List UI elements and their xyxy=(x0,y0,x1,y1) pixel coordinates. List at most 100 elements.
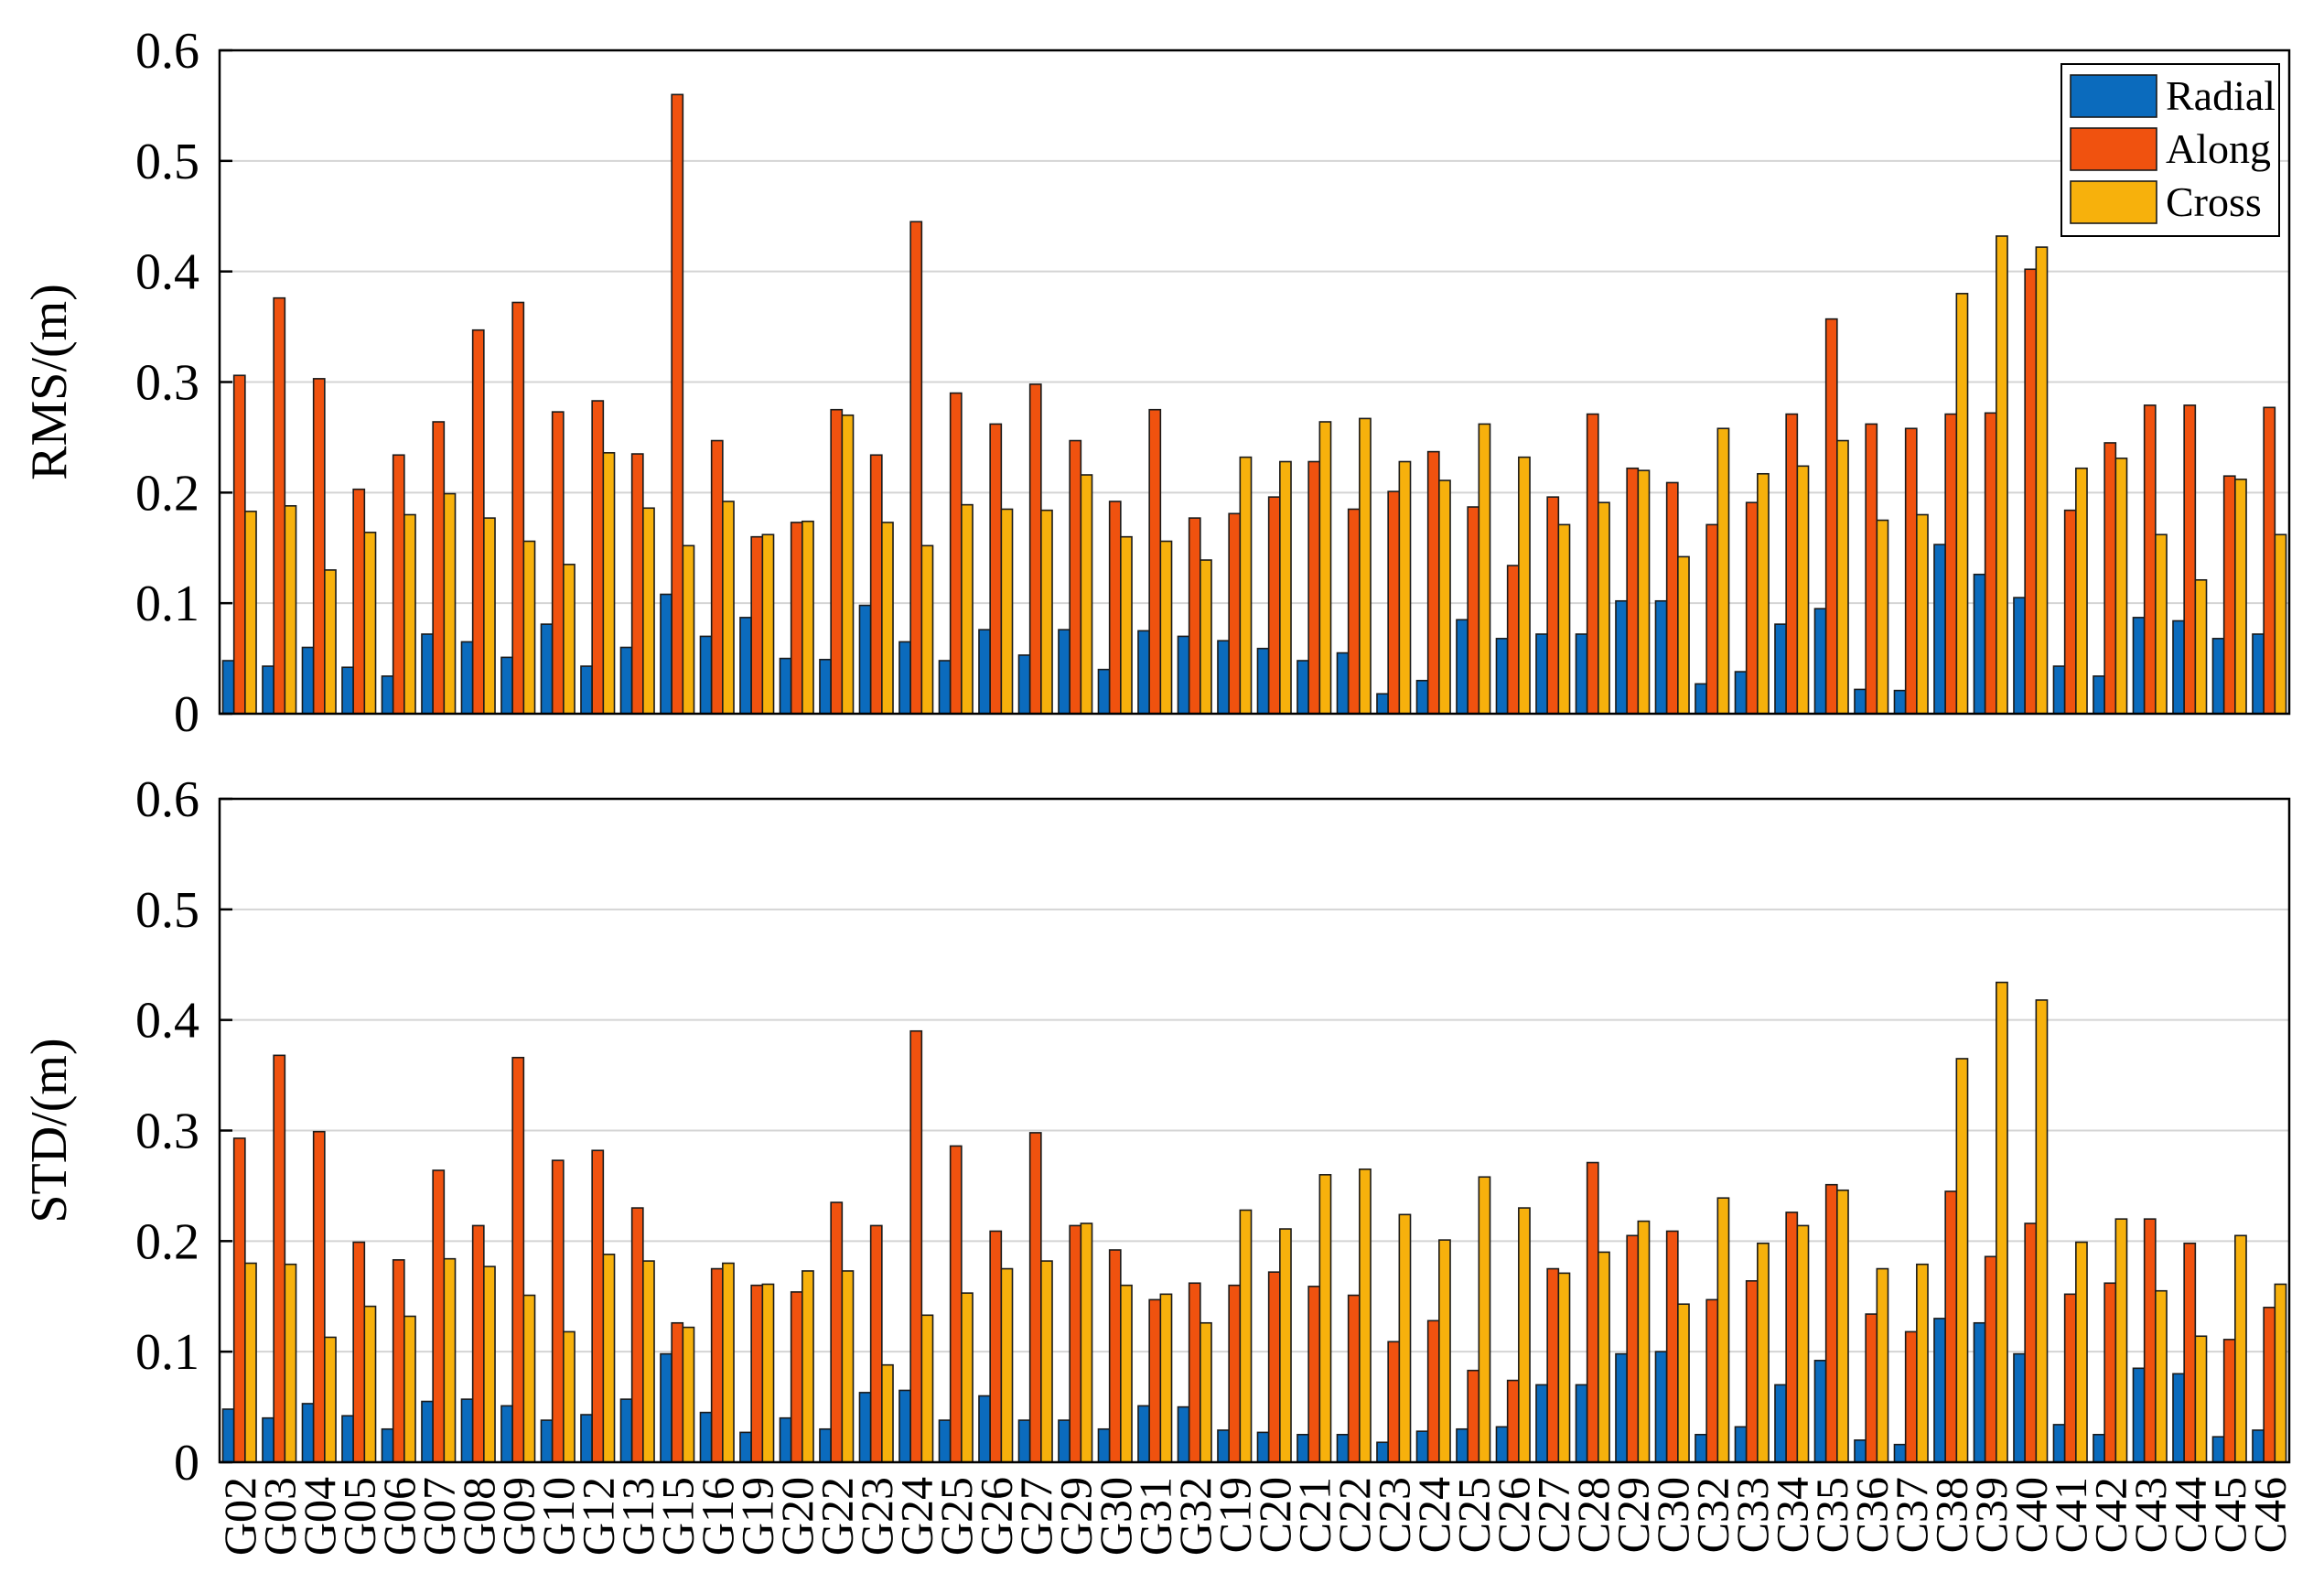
x-tick-label-g27: G27 xyxy=(1010,1477,1061,1556)
rms-bar-cross-g24 xyxy=(920,544,934,715)
rms-bar-radial-c36 xyxy=(1854,688,1867,715)
x-tick-label-c39: C39 xyxy=(1965,1477,2017,1553)
std-bar-along-g15 xyxy=(671,1321,684,1463)
std-bar-along-c21 xyxy=(1307,1286,1321,1463)
std-x-tick-labels: G02G03G04G05G06G07G08G09G10G12G13G15G16G… xyxy=(214,1477,2296,1556)
std-bar-radial-g16 xyxy=(699,1411,713,1463)
std-bar-cross-c45 xyxy=(2234,1234,2247,1463)
rms-bar-cross-c29 xyxy=(1637,469,1651,715)
rms-bar-cross-c33 xyxy=(1757,472,1770,715)
std-bar-along-c32 xyxy=(1705,1298,1719,1463)
legend-label-along: Along xyxy=(2166,125,2271,172)
rms-bar-along-g25 xyxy=(949,392,963,715)
x-tick-label-c29: C29 xyxy=(1607,1477,1658,1553)
std-bar-along-g16 xyxy=(710,1267,724,1463)
std-bar-cross-c42 xyxy=(2114,1218,2128,1463)
rms-bar-along-g04 xyxy=(312,378,326,715)
rms-bar-along-g13 xyxy=(630,453,644,715)
rms-y-tick-label: 0.5 xyxy=(135,134,199,190)
std-bar-along-c45 xyxy=(2222,1339,2236,1463)
std-bar-along-g13 xyxy=(630,1207,644,1463)
std-y-tick-label: 0.5 xyxy=(135,882,199,939)
x-tick-label-c22: C22 xyxy=(1329,1477,1380,1553)
rms-bar-cross-c28 xyxy=(1598,501,1610,715)
std-bar-radial-g29 xyxy=(1058,1419,1071,1463)
std-y-tick-label: 0.1 xyxy=(135,1324,199,1381)
rms-bar-along-g30 xyxy=(1108,501,1122,715)
rms-bar-radial-g08 xyxy=(460,641,474,715)
std-bar-radial-g22 xyxy=(819,1427,832,1463)
rms-bar-radial-g09 xyxy=(500,656,513,715)
std-y-tick-label: 0 xyxy=(174,1435,199,1492)
rms-bar-cross-c38 xyxy=(1955,293,1969,715)
rms-bar-radial-g22 xyxy=(819,658,832,715)
x-tick-label-g25: G25 xyxy=(931,1477,982,1556)
rms-bar-along-c26 xyxy=(1506,565,1520,715)
x-tick-label-g10: G10 xyxy=(533,1477,584,1556)
rms-bar-along-c25 xyxy=(1467,506,1480,715)
rms-bar-along-c46 xyxy=(2263,406,2276,715)
rms-bar-along-g27 xyxy=(1028,383,1042,715)
std-bar-radial-g03 xyxy=(262,1416,274,1463)
std-bar-cross-c26 xyxy=(1518,1207,1531,1463)
rms-bar-radial-g25 xyxy=(938,660,952,715)
x-tick-label-g06: G06 xyxy=(373,1477,425,1556)
rms-bar-along-g22 xyxy=(830,408,844,715)
std-y-tick-label: 0.6 xyxy=(135,771,199,828)
std-bar-radial-c41 xyxy=(2052,1424,2066,1463)
rms-bar-cross-c36 xyxy=(1876,519,1889,715)
x-tick-label-c23: C23 xyxy=(1368,1477,1419,1553)
x-tick-label-c45: C45 xyxy=(2204,1477,2255,1553)
rms-bar-cross-c19 xyxy=(1239,456,1253,715)
std-bar-radial-c25 xyxy=(1456,1427,1469,1463)
std-y-tick-label: 0.4 xyxy=(135,993,199,1050)
rms-bar-cross-c44 xyxy=(2194,578,2208,715)
std-bar-cross-c30 xyxy=(1677,1303,1690,1463)
std-bar-cross-c24 xyxy=(1438,1239,1451,1463)
rms-bar-cross-g05 xyxy=(363,532,377,715)
x-tick-label-g29: G29 xyxy=(1049,1477,1101,1556)
rms-bar-radial-g12 xyxy=(580,665,593,715)
rms-bar-radial-g13 xyxy=(619,646,633,715)
rms-bar-cross-c22 xyxy=(1359,417,1372,715)
std-bar-radial-g19 xyxy=(739,1431,752,1463)
std-bar-cross-c43 xyxy=(2155,1289,2168,1463)
rms-bar-radial-c43 xyxy=(2132,617,2146,715)
rms-bar-along-c21 xyxy=(1307,460,1321,715)
x-tick-label-g09: G09 xyxy=(492,1477,543,1556)
std-bar-cross-g15 xyxy=(682,1326,695,1463)
rms-bar-radial-c32 xyxy=(1695,683,1707,715)
rms-bar-cross-g30 xyxy=(1120,535,1133,715)
rms-bar-radial-c42 xyxy=(2093,675,2105,715)
std-bar-radial-g15 xyxy=(660,1352,672,1463)
std-bar-along-g12 xyxy=(591,1149,605,1463)
x-tick-label-g31: G31 xyxy=(1129,1477,1180,1556)
std-bar-along-c38 xyxy=(1944,1190,1958,1463)
rms-bar-cross-c34 xyxy=(1796,465,1810,715)
std-bar-along-c35 xyxy=(1824,1183,1838,1463)
std-bar-radial-c42 xyxy=(2093,1433,2105,1463)
rms-bar-cross-g16 xyxy=(722,501,735,715)
rms-bar-cross-g10 xyxy=(563,564,576,715)
std-bar-along-c43 xyxy=(2143,1218,2157,1463)
x-tick-label-c37: C37 xyxy=(1886,1477,1937,1553)
rms-bar-cross-g22 xyxy=(841,414,855,715)
rms-bar-along-c39 xyxy=(1984,412,1997,715)
std-bar-radial-g26 xyxy=(978,1395,991,1463)
std-bar-radial-g06 xyxy=(381,1427,394,1463)
rms-bar-cross-c20 xyxy=(1279,460,1292,715)
x-tick-label-c43: C43 xyxy=(2125,1477,2176,1553)
std-bar-cross-g20 xyxy=(802,1270,814,1463)
std-bar-along-g04 xyxy=(312,1130,326,1463)
x-tick-label-g19: G19 xyxy=(731,1477,782,1556)
std-bar-cross-c35 xyxy=(1836,1189,1849,1463)
rms-bar-radial-c30 xyxy=(1654,599,1668,715)
std-bar-radial-g25 xyxy=(938,1419,952,1463)
rms-bar-along-g09 xyxy=(511,301,525,715)
rms-bar-cross-c30 xyxy=(1677,555,1690,715)
std-bar-radial-c38 xyxy=(1933,1318,1946,1463)
std-bar-cross-c38 xyxy=(1955,1058,1969,1463)
std-bar-along-c34 xyxy=(1785,1212,1799,1463)
std-bar-radial-g30 xyxy=(1097,1427,1111,1463)
x-tick-label-c44: C44 xyxy=(2164,1477,2215,1553)
